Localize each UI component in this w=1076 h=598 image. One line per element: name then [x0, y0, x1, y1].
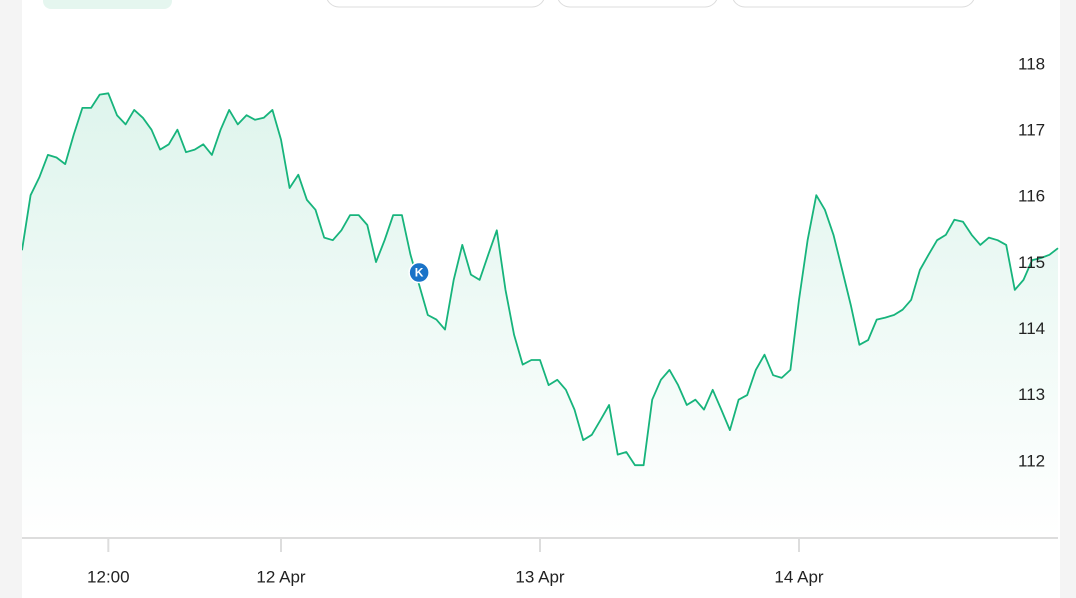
event-marker[interactable]: K [408, 261, 430, 284]
y-tick-label: 115 [1018, 253, 1045, 272]
event-marker-label: K [415, 266, 424, 280]
area [22, 93, 1058, 539]
filter-button[interactable] [732, 0, 975, 8]
x-tick-label: 13 Apr [515, 567, 564, 586]
x-tick-label: 12:00 [87, 567, 130, 586]
y-tick-label: 113 [1018, 385, 1045, 404]
x-tick-label: 12 Apr [256, 567, 305, 586]
y-tick-label: 114 [1018, 319, 1045, 338]
filter-button[interactable] [557, 0, 718, 8]
y-tick-label: 117 [1018, 121, 1045, 140]
y-tick-label: 118 [1018, 54, 1045, 73]
y-tick-label: 112 [1018, 451, 1045, 470]
event-marker-dot [408, 261, 430, 284]
y-tick-label: 116 [1018, 187, 1045, 206]
range-tab[interactable] [43, 0, 172, 9]
price-line [22, 92, 1059, 467]
plot-area [22, 92, 1059, 539]
x-tick-label: 14 Apr [774, 567, 823, 586]
filter-button[interactable] [326, 0, 545, 8]
